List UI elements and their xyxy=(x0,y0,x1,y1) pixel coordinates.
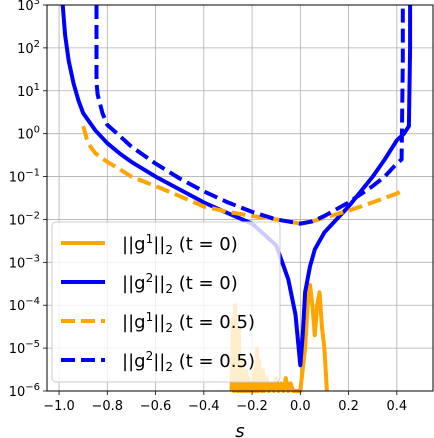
y-tick-base: 10 xyxy=(17,0,34,14)
y-tick-label: 101 xyxy=(17,82,40,100)
series-line-4 xyxy=(94,5,405,226)
y-tick-base: 10 xyxy=(17,85,34,100)
x-tick-label: −1.0 xyxy=(43,399,75,414)
legend-entry-3: ||g1||2 (t = 0.5) xyxy=(122,310,255,335)
y-tick-base: 10 xyxy=(9,385,26,400)
x-tick-label: 0.0 xyxy=(290,399,311,414)
y-tick-base: 10 xyxy=(9,213,26,228)
x-tick-label: −0.8 xyxy=(92,399,124,414)
y-tick-exponent: −3 xyxy=(25,253,40,264)
series-line-2 xyxy=(60,4,413,368)
y-tick-exponent: −6 xyxy=(25,382,40,393)
y-tick-exponent: −2 xyxy=(25,210,40,221)
y-tick-label: 10−1 xyxy=(9,168,40,186)
x-tick-label: 0.4 xyxy=(386,399,407,414)
y-tick-exponent: 3 xyxy=(34,0,40,7)
y-tick-exponent: 0 xyxy=(34,125,40,136)
x-axis: −1.0 −0.8 −0.6 −0.4 −0.2 0.0 0.2 0.4 xyxy=(43,391,407,414)
legend-entry-4: ||g2||2 (t = 0.5) xyxy=(122,349,255,374)
x-tick-label: 0.2 xyxy=(338,399,359,414)
y-tick-label: 103 xyxy=(17,0,40,14)
legend-box xyxy=(51,221,281,383)
y-tick-label: 10−6 xyxy=(9,382,40,400)
y-tick-exponent: 2 xyxy=(34,39,40,50)
x-axis-label: s xyxy=(235,421,244,438)
series-line-3 xyxy=(81,125,405,226)
y-tick-base: 10 xyxy=(9,342,26,357)
legend: ||g1||2 (t = 0) ||g2||2 (t = 0) ||g1||2 (t… xyxy=(51,221,281,383)
y-tick-exponent: −5 xyxy=(25,339,40,350)
legend-entry-2: ||g2||2 (t = 0) xyxy=(122,271,238,296)
y-tick-base: 10 xyxy=(9,171,26,186)
y-tick-exponent: −4 xyxy=(25,296,40,307)
y-tick-base: 10 xyxy=(17,128,34,143)
y-tick-exponent: −1 xyxy=(25,168,40,179)
x-tick-label: −0.4 xyxy=(188,399,220,414)
y-tick-label: 100 xyxy=(17,125,40,143)
x-tick-label: −0.2 xyxy=(236,399,268,414)
y-tick-exponent: 1 xyxy=(34,82,40,93)
y-tick-label: 10−3 xyxy=(9,253,40,271)
y-tick-base: 10 xyxy=(17,42,34,57)
y-tick-base: 10 xyxy=(9,299,26,314)
y-tick-label: 10−4 xyxy=(9,296,40,314)
legend-entry-1: ||g1||2 (t = 0) xyxy=(122,232,238,257)
y-tick-label: 10−5 xyxy=(9,339,40,357)
plot-frame xyxy=(46,4,434,392)
y-tick-base: 10 xyxy=(9,256,26,271)
y-tick-label: 10−2 xyxy=(9,210,40,228)
x-tick-label: −0.6 xyxy=(140,399,172,414)
y-tick-label: 102 xyxy=(17,39,40,57)
